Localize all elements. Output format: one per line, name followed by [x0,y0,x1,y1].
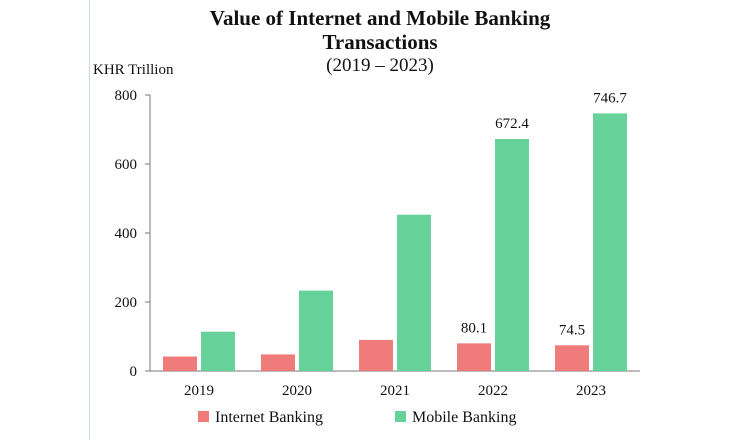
x-tick-label: 2020 [282,383,312,399]
page-border [89,0,90,440]
data-label: 672.4 [495,116,529,132]
legend-label: Internet Banking [215,409,323,426]
y-tick-label: 0 [130,364,138,380]
x-tick-label: 2019 [184,383,214,399]
x-tick-label: 2022 [478,383,508,399]
x-tick-label: 2021 [380,383,410,399]
internet-banking-bar [261,354,295,371]
internet-banking-bar [359,339,393,371]
data-label: 74.5 [559,322,585,338]
x-tick-label: 2023 [576,383,606,399]
chart-title-line-1: Value of Internet and Mobile Banking [209,6,551,30]
data-label: 80.1 [461,320,487,336]
legend-swatch-internet-banking [198,411,209,422]
y-tick-label: 400 [115,226,138,242]
y-tick-label: 800 [115,88,138,104]
y-tick-label: 600 [115,157,138,173]
mobile-banking-bar [495,139,529,371]
internet-banking-bar [163,356,197,371]
chart-title-line-2: Transactions [322,30,438,54]
internet-banking-bar [457,343,491,371]
y-axis-unit-label: KHR Trillion [93,62,174,78]
mobile-banking-bar [593,113,627,372]
mobile-banking-bar [397,214,431,371]
mobile-banking-bar [201,331,235,371]
data-label: 746.7 [593,90,627,106]
mobile-banking-bar [299,290,333,371]
legend-swatch-mobile-banking [395,411,406,422]
chart-subtitle: (2019 – 2023) [326,55,434,76]
internet-banking-bar [555,345,589,371]
y-tick-label: 200 [115,295,138,311]
legend-label: Mobile Banking [412,409,516,426]
